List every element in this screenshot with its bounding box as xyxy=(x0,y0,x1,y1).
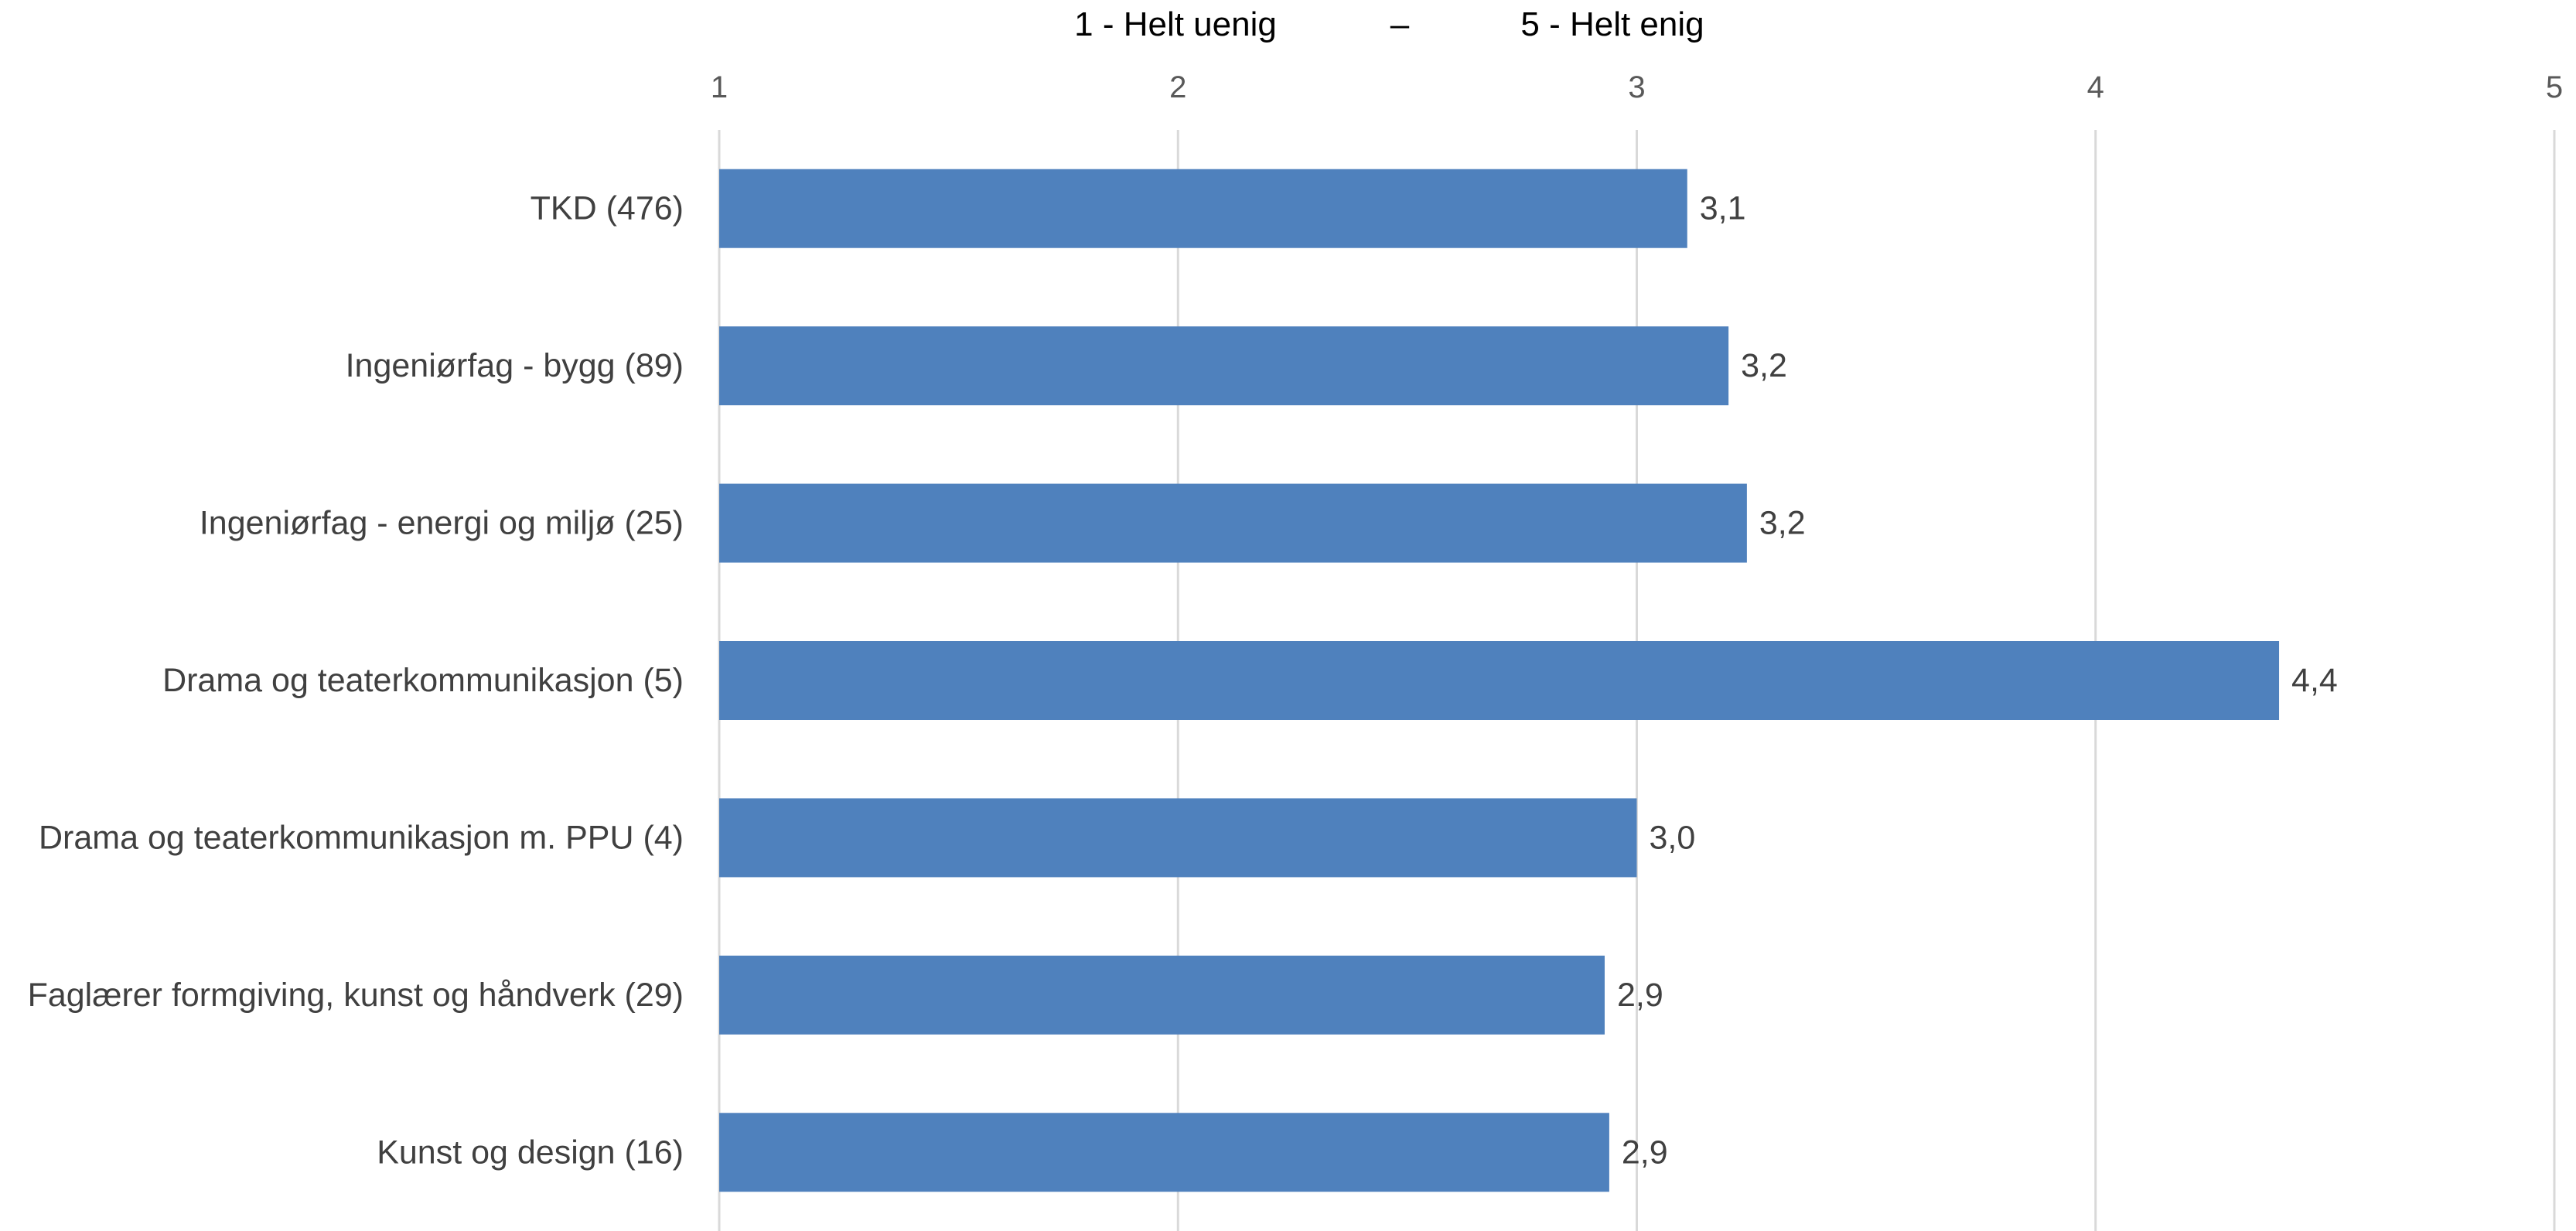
category-label: Faglærer formgiving, kunst og håndverk (… xyxy=(28,977,684,1014)
category-label: Ingeniørfag - bygg (89) xyxy=(346,347,684,384)
bar xyxy=(719,641,2280,720)
category-label: Ingeniørfag - energi og miljø (25) xyxy=(200,505,684,542)
data-label: 3,2 xyxy=(1741,347,1787,384)
data-label: 3,1 xyxy=(1700,190,1746,227)
axis-title-right: 5 - Helt enig xyxy=(1520,5,1704,43)
data-labels: 3,1 3,2 3,2 4,4 3,0 2,9 2,9 xyxy=(1617,190,2338,1171)
bar xyxy=(719,483,1747,563)
x-tick-label: 3 xyxy=(1628,70,1645,104)
x-tick-label: 5 xyxy=(2546,70,2563,104)
bar xyxy=(719,798,1637,878)
bar xyxy=(719,169,1687,248)
axis-title-left: 1 - Helt uenig xyxy=(1074,5,1277,43)
data-label: 3,0 xyxy=(1650,819,1696,856)
category-label: Drama og teaterkommunikasjon (5) xyxy=(162,662,684,699)
data-label: 2,9 xyxy=(1622,1134,1668,1171)
data-label: 4,4 xyxy=(2291,662,2338,699)
bar xyxy=(719,1113,1609,1192)
category-label: TKD (476) xyxy=(531,190,684,227)
axis-title-separator: – xyxy=(1390,5,1410,43)
category-label: Kunst og design (16) xyxy=(377,1134,684,1171)
bar xyxy=(719,326,1729,406)
x-axis-ticks: 1 2 3 4 5 xyxy=(711,70,2563,104)
data-label: 3,2 xyxy=(1759,505,1806,542)
x-tick-label: 2 xyxy=(1169,70,1186,104)
category-label: Drama og teaterkommunikasjon m. PPU (4) xyxy=(39,819,684,856)
bar xyxy=(719,955,1605,1035)
bars xyxy=(719,169,2280,1192)
x-tick-label: 1 xyxy=(711,70,728,104)
axis-title: 1 - Helt uenig – 5 - Helt enig xyxy=(1074,5,1704,43)
x-tick-label: 4 xyxy=(2087,70,2104,104)
category-labels: TKD (476) Ingeniørfag - bygg (89) Ingeniør… xyxy=(28,190,684,1171)
data-label: 2,9 xyxy=(1617,977,1663,1014)
